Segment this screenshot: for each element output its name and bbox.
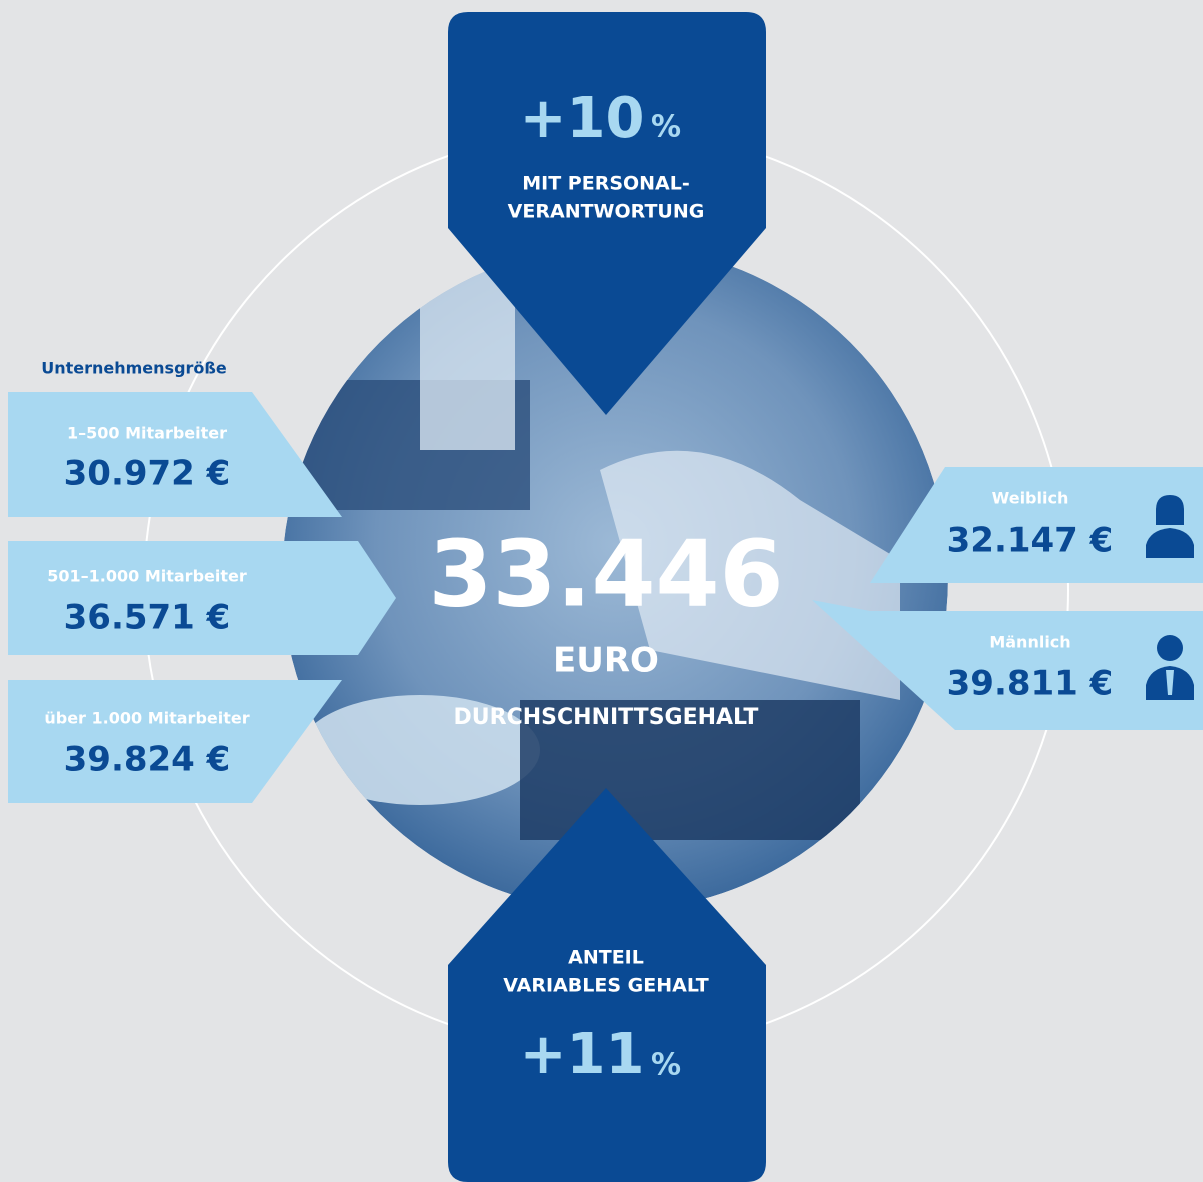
size-value: 39.824 € [64, 740, 231, 780]
gender-value: 32.147 € [947, 521, 1114, 561]
top-value: +10 [520, 86, 645, 151]
gender-value: 39.811 € [947, 664, 1114, 704]
bottom-line: VARIABLES GEHALT [503, 975, 709, 997]
top-line: MIT PERSONAL- [522, 173, 690, 195]
size-label: 1–500 Mitarbeiter [67, 424, 227, 443]
infographic: +10 % MIT PERSONAL- VERANTWORTUNG ANTEIL… [0, 0, 1203, 1182]
gender-label: Männlich [989, 633, 1070, 652]
center-unit: EURO [553, 641, 659, 681]
bottom-value: +11 [520, 1022, 645, 1087]
size-label: über 1.000 Mitarbeiter [44, 709, 249, 728]
center-label: DURCHSCHNITTSGEHALT [454, 705, 759, 730]
size-label: 501–1.000 Mitarbeiter [47, 567, 247, 586]
bottom-line: ANTEIL [568, 947, 644, 969]
top-unit: % [651, 110, 681, 145]
center-value: 33.446 [428, 520, 783, 627]
size-value: 36.571 € [64, 598, 231, 638]
bottom-unit: % [651, 1048, 681, 1083]
size-value: 30.972 € [64, 454, 231, 494]
top-line: VERANTWORTUNG [508, 201, 705, 223]
gender-label: Weiblich [992, 489, 1069, 508]
company-size-title: Unternehmensgröße [41, 359, 227, 378]
